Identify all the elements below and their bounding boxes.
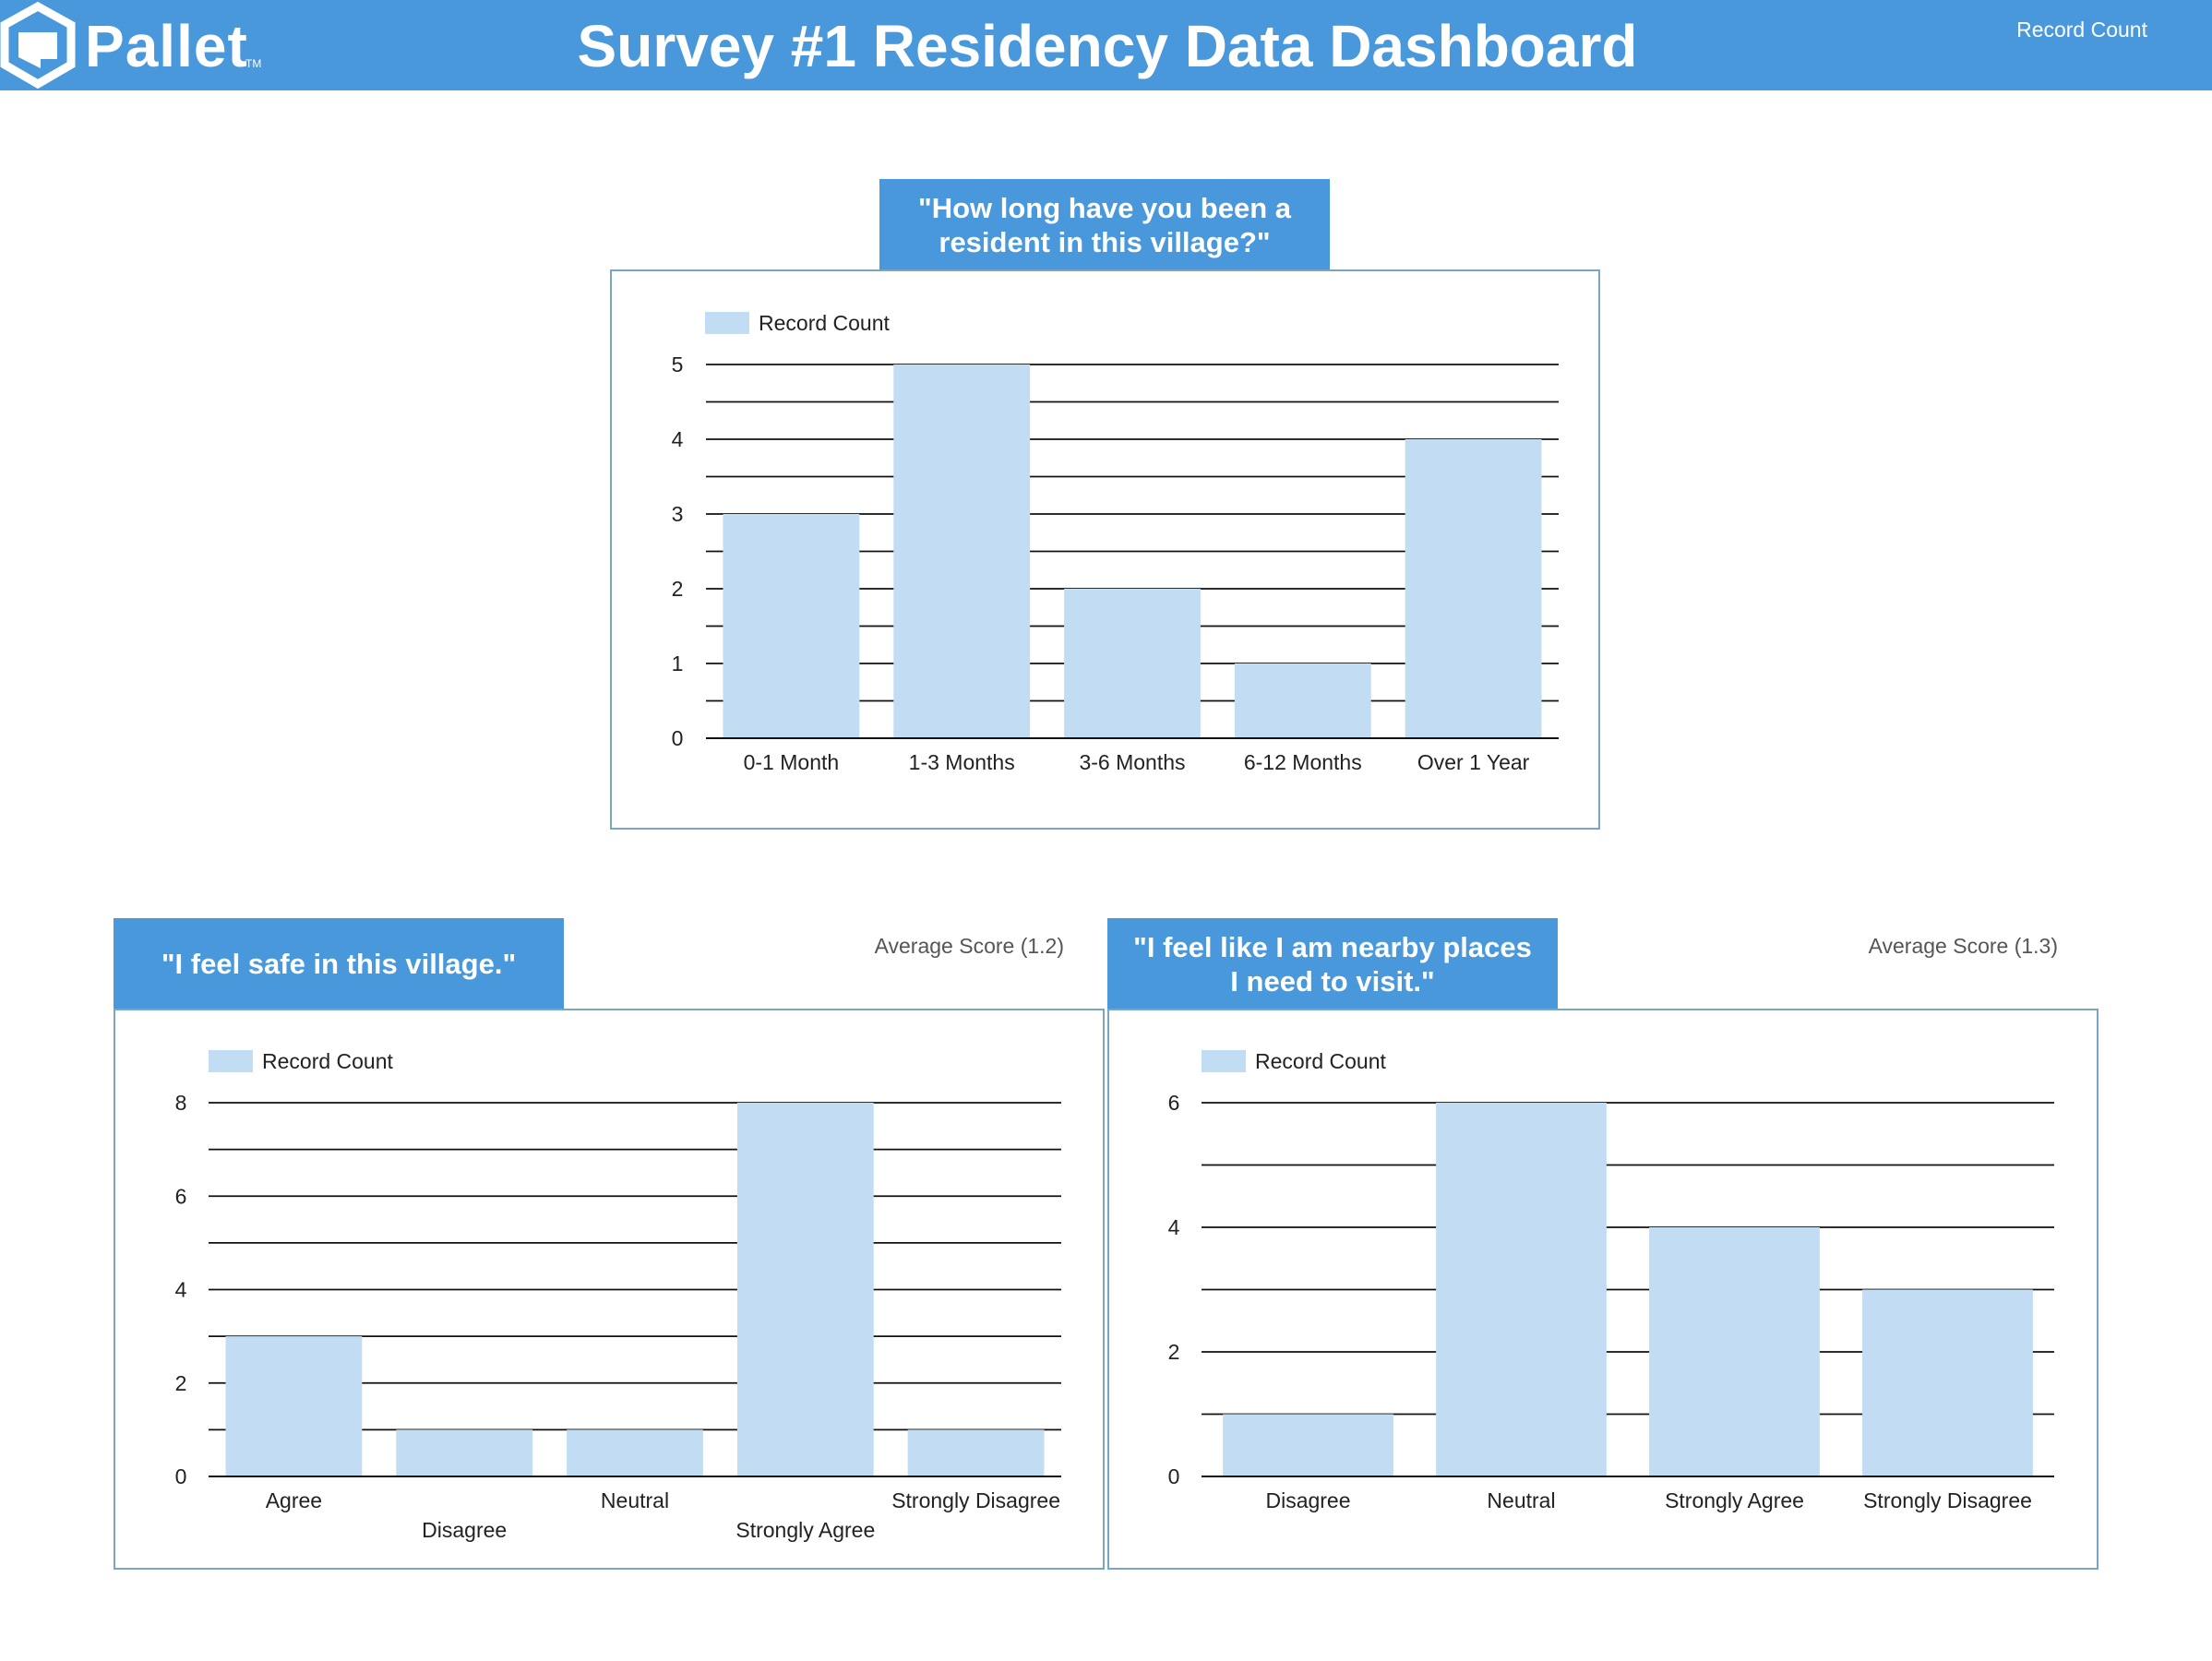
logo-trademark: TM bbox=[245, 57, 262, 70]
x-tick-label: Disagree bbox=[1265, 1488, 1350, 1512]
bar bbox=[567, 1429, 703, 1476]
legend-swatch bbox=[209, 1050, 253, 1072]
x-tick-label: Strongly Disagree bbox=[1863, 1488, 2032, 1512]
header-record-count-label: Record Count bbox=[2016, 18, 2147, 42]
header-bar: Pallet TM Survey #1 Residency Data Dashb… bbox=[0, 0, 2212, 90]
bar bbox=[1436, 1103, 1607, 1476]
y-tick-label: 6 bbox=[1168, 1091, 1180, 1115]
bar bbox=[1234, 663, 1371, 738]
bar bbox=[736, 1103, 874, 1476]
bar bbox=[893, 364, 1031, 738]
bar bbox=[1862, 1289, 2033, 1476]
x-tick-label: Strongly Agree bbox=[735, 1518, 875, 1542]
x-tick-label: 6-12 Months bbox=[1244, 750, 1362, 774]
y-tick-label: 0 bbox=[1168, 1464, 1180, 1488]
legend-label: Record Count bbox=[759, 311, 891, 335]
bar bbox=[907, 1429, 1045, 1476]
nearby-chart-panel: Record Count 0 2 4 6 Disagree Neutral Strongly … bbox=[1107, 1009, 2098, 1570]
y-tick-label: 5 bbox=[672, 353, 684, 376]
safe-average-score: Average Score (1.2) bbox=[874, 934, 1064, 958]
bar bbox=[1223, 1414, 1393, 1476]
legend-swatch bbox=[1202, 1050, 1246, 1072]
x-tick-label: 3-6 Months bbox=[1079, 750, 1185, 774]
y-tick-label: 6 bbox=[175, 1184, 187, 1208]
y-tick-label: 4 bbox=[175, 1278, 187, 1302]
nearby-question-tab: "I feel like I am nearby places I need t… bbox=[1107, 918, 1558, 1010]
nearby-bar-chart: Record Count 0 2 4 6 Disagree Neutral Strongly … bbox=[1168, 1049, 2054, 1512]
bar bbox=[225, 1336, 363, 1476]
y-tick-label: 2 bbox=[1168, 1340, 1180, 1364]
y-tick-label: 0 bbox=[175, 1464, 187, 1488]
y-tick-label: 2 bbox=[672, 577, 684, 601]
logo-text: Pallet bbox=[85, 13, 248, 79]
residency-chart-panel: Record Count 0 1 2 3 4 5 0-1 Month 1-3 Months 3-6… bbox=[610, 269, 1600, 830]
y-tick-label: 0 bbox=[672, 726, 684, 750]
x-tick-label: Agree bbox=[266, 1488, 322, 1512]
y-tick-label: 2 bbox=[175, 1371, 187, 1395]
x-tick-label: 0-1 Month bbox=[744, 750, 840, 774]
y-tick-label: 1 bbox=[672, 651, 684, 675]
y-tick-label: 8 bbox=[175, 1091, 187, 1115]
bar bbox=[396, 1429, 533, 1476]
legend-label: Record Count bbox=[262, 1049, 394, 1073]
y-tick-label: 3 bbox=[672, 502, 684, 526]
safe-bar-chart: Record Count 0 2 4 6 8 Agree Disagree Neutral Str… bbox=[175, 1049, 1061, 1542]
x-tick-label: Strongly Agree bbox=[1665, 1488, 1804, 1512]
safe-question-text: "I feel safe in this village." bbox=[161, 948, 517, 980]
x-tick-label: Neutral bbox=[1487, 1488, 1555, 1512]
residency-bar-chart: Record Count 0 1 2 3 4 5 0-1 Month 1-3 Months 3-6… bbox=[672, 311, 1559, 774]
bar bbox=[1064, 589, 1201, 738]
bar bbox=[1649, 1227, 1820, 1476]
legend-label: Record Count bbox=[1255, 1049, 1387, 1073]
bar bbox=[723, 514, 860, 738]
bar bbox=[1405, 439, 1542, 738]
y-tick-label: 4 bbox=[1168, 1215, 1180, 1239]
nearby-question-text: "I feel like I am nearby places I need t… bbox=[1133, 930, 1532, 998]
residency-question-tab: "How long have you been a resident in th… bbox=[879, 179, 1330, 270]
residency-question-text: "How long have you been a resident in th… bbox=[918, 191, 1291, 258]
x-tick-label: 1-3 Months bbox=[909, 750, 1015, 774]
safe-chart-panel: Record Count 0 2 4 6 8 Agree Disagree Neutral Str… bbox=[114, 1009, 1105, 1570]
x-tick-label: Over 1 Year bbox=[1417, 750, 1530, 774]
x-tick-label: Neutral bbox=[601, 1488, 669, 1512]
nearby-average-score: Average Score (1.3) bbox=[1868, 934, 2058, 958]
legend-swatch bbox=[705, 312, 749, 334]
x-tick-label: Disagree bbox=[422, 1518, 507, 1542]
page-title: Survey #1 Residency Data Dashboard bbox=[577, 13, 1638, 79]
safe-question-tab: "I feel safe in this village." bbox=[114, 918, 564, 1010]
pallet-logo-icon bbox=[0, 2, 76, 89]
x-tick-label: Strongly Disagree bbox=[891, 1488, 1060, 1512]
y-tick-label: 4 bbox=[672, 427, 684, 451]
